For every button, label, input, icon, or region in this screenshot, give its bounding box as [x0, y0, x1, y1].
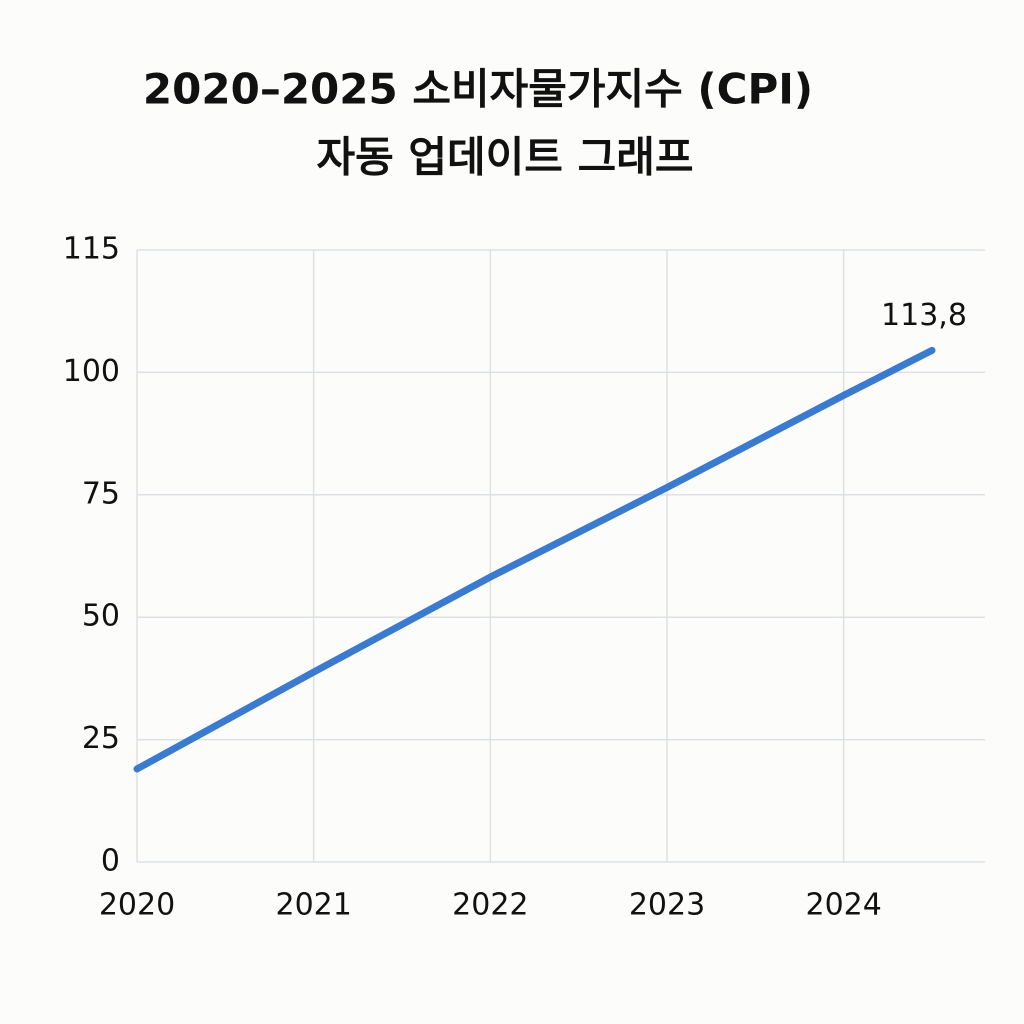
y-tick-label: 115	[63, 232, 120, 267]
y-tick-label: 0	[101, 844, 120, 879]
x-tick-label: 2023	[629, 888, 705, 923]
y-tick-label: 100	[63, 354, 120, 389]
x-tick-label: 2020	[99, 888, 175, 923]
x-tick-label: 2022	[452, 888, 528, 923]
y-tick-label: 25	[82, 721, 120, 756]
chart-title: 자동 업데이트 그래프	[316, 133, 693, 182]
x-tick-label: 2021	[275, 888, 351, 923]
x-tick-label: 2024	[805, 888, 881, 923]
y-tick-label: 50	[82, 599, 120, 634]
y-tick-label: 75	[82, 476, 120, 511]
chart-title: 2020–2025 소비자물가지수 (CPI)	[143, 65, 813, 114]
data-line	[133, 346, 936, 773]
annotation: 113,8	[881, 298, 967, 333]
